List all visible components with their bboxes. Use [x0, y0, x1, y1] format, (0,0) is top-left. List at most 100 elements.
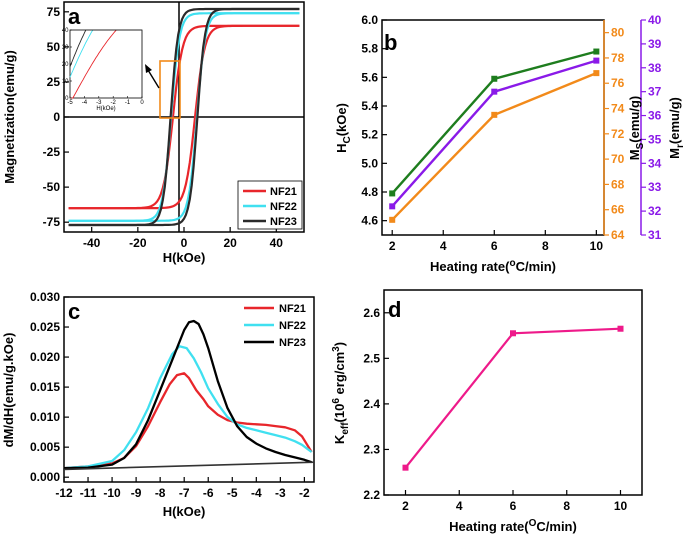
- panel-b-hc-label-main: H: [334, 144, 349, 153]
- ms-tick-label: 78: [611, 51, 625, 65]
- panel-b-xlabel: Heating rate(oC/min): [430, 258, 556, 274]
- panel-c-label: c: [68, 299, 80, 324]
- panel-b-mr-label-main: M: [667, 148, 682, 159]
- panel-a-x-ticks: -40 -20 0 20 40: [83, 227, 283, 250]
- hc-tick-label: 5.8: [361, 42, 378, 56]
- inset-x-tick-label: -4: [82, 100, 88, 106]
- hc-tick-label: 5.0: [361, 156, 378, 170]
- panel-b-ms-label-sub: S: [635, 142, 646, 149]
- panel-d-frame: [383, 289, 643, 496]
- x-tick-label: -11: [80, 486, 97, 500]
- inset-x-tick-label: -5: [67, 100, 73, 106]
- legend-label-nf21: NF21: [270, 186, 297, 198]
- x-tick-label: 6: [510, 499, 517, 513]
- mr-tick-label: 31: [648, 228, 662, 242]
- panel-c-xlabel: H(kOe): [163, 504, 206, 519]
- inset-x-tick-label: -2: [111, 100, 117, 106]
- marker-mr: [491, 88, 498, 95]
- panel-b-mr-label-tail: (emu/g): [667, 97, 682, 144]
- mr-tick-label: 39: [648, 37, 662, 51]
- panel-a-curves: [68, 7, 300, 227]
- panel-d-ylabel-sub: eff: [340, 422, 351, 435]
- panel-a-inset: -5 -4 -3 -2 -1 0 0 10 20 30 40 H(kOe): [62, 28, 145, 112]
- inset-x-tick-label: -1: [125, 100, 131, 106]
- x-tick-label: 8: [542, 239, 549, 253]
- marker-hc: [491, 75, 498, 82]
- panel-d: 2 4 6 8 10 2.2 2.3 2.4 2.5 2.6 d Heating rate(OC…: [331, 289, 643, 534]
- panel-b-series: [389, 48, 600, 223]
- x-tick-label: 6: [491, 239, 498, 253]
- panel-a-legend: NF21 NF22 NF23: [237, 180, 303, 230]
- y-tick-label: 2.6: [363, 306, 380, 320]
- legend-c-label-nf21: NF21: [279, 303, 306, 315]
- mr-tick-label: 34: [648, 156, 662, 170]
- y-tick-label: 0.025: [30, 320, 60, 334]
- mr-tick-label: 40: [648, 13, 662, 27]
- marker-ms: [491, 111, 498, 118]
- y-tick-label: 0.010: [30, 410, 60, 424]
- legend-c-label-nf22: NF22: [279, 320, 306, 332]
- panel-d-ylabel-end: ): [332, 342, 347, 346]
- panel-c-y-ticks: 0.000 0.005 0.010 0.015 0.020 0.025 0.030: [30, 290, 69, 484]
- x-tick-label: 2: [402, 499, 409, 513]
- series-line-nf23: [63, 319, 312, 470]
- keff-line: [404, 327, 621, 469]
- series-line-ms: [391, 71, 597, 221]
- marker-hc: [389, 190, 396, 197]
- marker-hc: [593, 48, 600, 55]
- keff-marker: [510, 330, 516, 337]
- zoom-arrowhead: [145, 64, 152, 73]
- ms-tick-label: 66: [611, 203, 625, 217]
- y-tick-label: 2.2: [363, 488, 380, 502]
- inset-x-ticks: -5 -4 -3 -2 -1 0: [67, 96, 144, 106]
- inset-y-tick-label: 10: [62, 79, 69, 85]
- panel-d-ylabel-tail: erg/cm: [332, 352, 347, 398]
- panel-b-hc-label-tail: (kOe): [334, 103, 349, 136]
- panel-d-label: d: [388, 297, 401, 322]
- panel-d-xlabel: Heating rate(OC/min): [449, 518, 577, 534]
- y-tick-label: 0.020: [30, 350, 60, 364]
- x-tick-label: 0: [181, 236, 188, 250]
- keff-marker: [402, 464, 409, 471]
- x-tick-label: -6: [203, 486, 214, 500]
- legend-c-label-nf23: NF23: [279, 337, 306, 349]
- x-tick-label: 2: [389, 239, 396, 253]
- panel-b-ms-label-main: M: [627, 149, 642, 160]
- ms-tick-label: 70: [611, 152, 625, 166]
- panel-a-label: a: [68, 4, 81, 29]
- y-tick-label: 2.3: [363, 442, 380, 456]
- x-tick-label: -10: [103, 486, 121, 500]
- panel-b-x-ticks: 2 4 6 8 10: [389, 230, 603, 253]
- series-line-nf21: [63, 372, 313, 470]
- hc-tick-label: 4.6: [361, 214, 378, 228]
- panel-b-xlabel-tail: C/min): [516, 259, 556, 274]
- inset-xlabel: H(kOe): [96, 106, 115, 112]
- mr-tick-label: 37: [648, 85, 662, 99]
- panel-b-xlabel-sup: o: [509, 258, 515, 269]
- mr-tick-label: 38: [648, 61, 662, 75]
- legend-label-nf23: NF23: [270, 216, 297, 228]
- y-tick-label: -25: [43, 145, 61, 159]
- panel-b-hc-ticks: 4.6 4.8 5.0 5.2 5.4 5.6 5.8 6.0: [361, 13, 387, 228]
- x-tick-label: -20: [129, 236, 147, 250]
- y-tick-label: -50: [43, 180, 61, 194]
- mr-tick-label: 36: [648, 109, 662, 123]
- marker-mr: [593, 57, 600, 64]
- mr-tick-label: 33: [648, 180, 662, 194]
- x-tick-label: -4: [251, 486, 262, 500]
- panel-b-hc-label-sub: C: [342, 136, 353, 143]
- keff-marker: [617, 325, 624, 332]
- panel-b-mr-label-sub: r: [675, 144, 685, 148]
- x-tick-label: 4: [440, 239, 447, 253]
- panel-b-frame: [381, 19, 605, 236]
- hc-tick-label: 5.2: [361, 128, 378, 142]
- y-tick-label: 75: [47, 5, 61, 19]
- hc-tick-label: 4.8: [361, 185, 378, 199]
- inset-y-tick-label: 20: [62, 62, 69, 68]
- ms-tick-label: 76: [611, 76, 625, 90]
- ms-tick-label: 64: [611, 228, 625, 242]
- panel-b-label: b: [384, 30, 397, 55]
- panel-b-mr-ticks: 31 32 33 34 35 36 37 38 39 40: [641, 13, 662, 242]
- y-tick-label: 0.015: [30, 380, 60, 394]
